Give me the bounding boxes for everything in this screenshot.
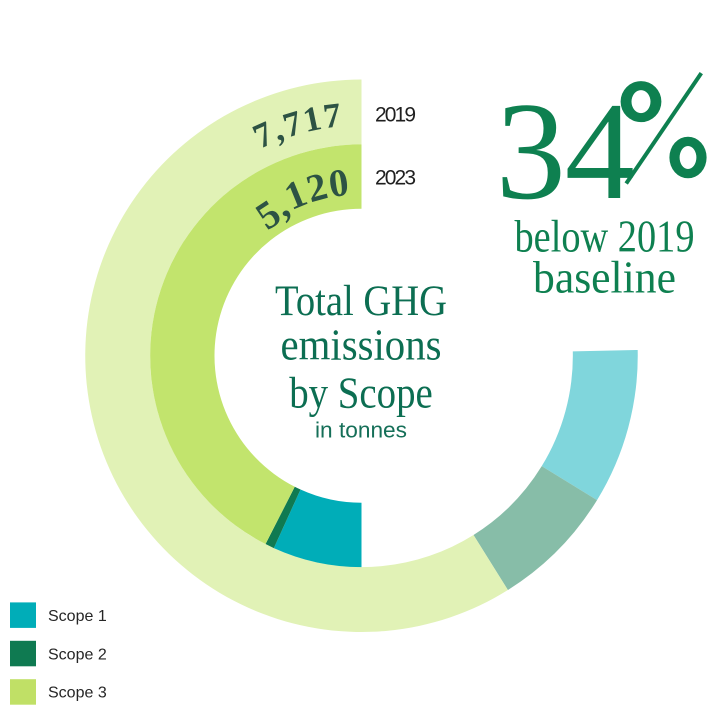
svg-text:below 2019: below 2019 — [515, 212, 695, 262]
svg-text:Scope 3: Scope 3 — [48, 685, 107, 702]
svg-text:2023: 2023 — [375, 167, 416, 190]
svg-text:by Scope: by Scope — [289, 369, 433, 418]
svg-text:7: 7 — [321, 95, 343, 136]
svg-text:Scope 2: Scope 2 — [48, 646, 107, 663]
svg-text:emissions: emissions — [281, 321, 442, 370]
svg-text:34: 34 — [496, 74, 634, 229]
svg-text:2019: 2019 — [375, 104, 416, 127]
svg-text:Scope 1: Scope 1 — [48, 608, 107, 625]
svg-text:in tonnes: in tonnes — [315, 418, 407, 443]
svg-text:Total GHG: Total GHG — [275, 277, 447, 325]
svg-text:baseline: baseline — [533, 253, 676, 303]
